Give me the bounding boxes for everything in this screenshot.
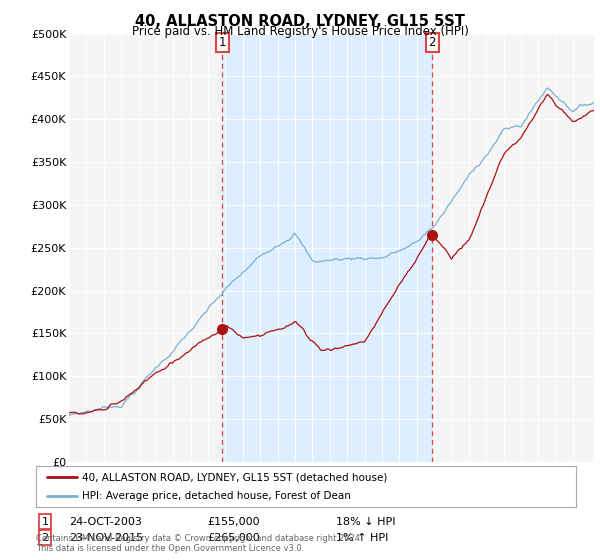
Text: £265,000: £265,000 — [207, 533, 260, 543]
Text: 1% ↑ HPI: 1% ↑ HPI — [336, 533, 388, 543]
Text: 40, ALLASTON ROAD, LYDNEY, GL15 5ST (detached house): 40, ALLASTON ROAD, LYDNEY, GL15 5ST (det… — [82, 473, 387, 482]
Text: 18% ↓ HPI: 18% ↓ HPI — [336, 517, 395, 527]
Text: Contains HM Land Registry data © Crown copyright and database right 2024.
This d: Contains HM Land Registry data © Crown c… — [36, 534, 362, 553]
Bar — [223, 34, 433, 462]
Text: HPI: Average price, detached house, Forest of Dean: HPI: Average price, detached house, Fore… — [82, 491, 351, 501]
Text: 2: 2 — [428, 36, 436, 49]
Text: 2: 2 — [41, 533, 49, 543]
Text: 23-NOV-2015: 23-NOV-2015 — [69, 533, 143, 543]
Text: 40, ALLASTON ROAD, LYDNEY, GL15 5ST: 40, ALLASTON ROAD, LYDNEY, GL15 5ST — [135, 14, 465, 29]
Text: 1: 1 — [218, 36, 226, 49]
Text: Price paid vs. HM Land Registry's House Price Index (HPI): Price paid vs. HM Land Registry's House … — [131, 25, 469, 38]
Text: 24-OCT-2003: 24-OCT-2003 — [69, 517, 142, 527]
Text: 1: 1 — [41, 517, 49, 527]
Text: £155,000: £155,000 — [207, 517, 260, 527]
